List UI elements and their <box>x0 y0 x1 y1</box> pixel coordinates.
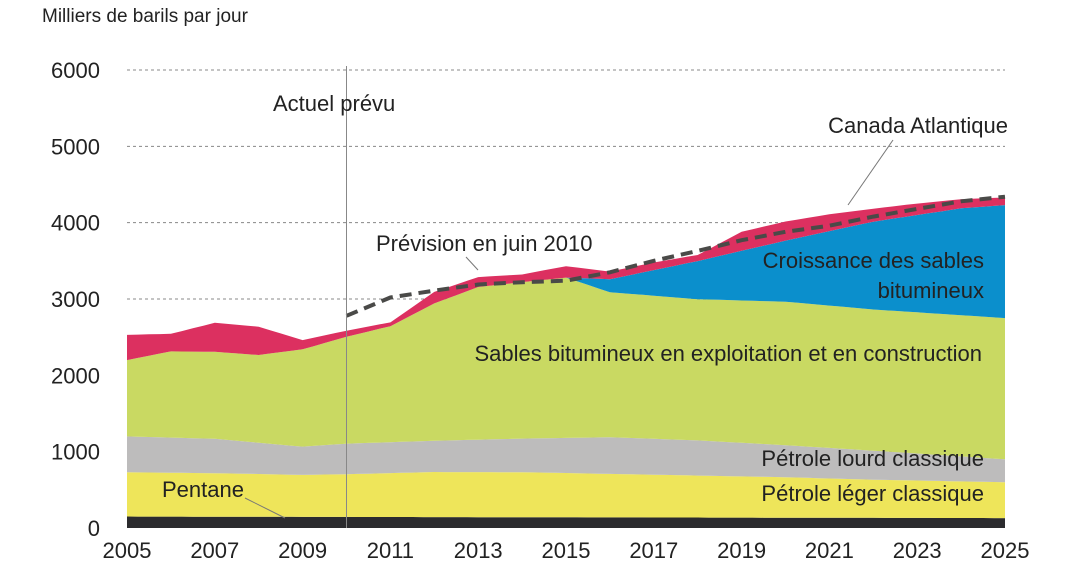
label-oil-sands-growth-2: bitumineux <box>878 278 984 303</box>
label-oil-sands-growth-1: Croissance des sables <box>763 248 984 273</box>
x-tick-2019: 2019 <box>717 538 766 563</box>
x-tick-2025: 2025 <box>981 538 1030 563</box>
label-forecast-june-2010: Prévision en juin 2010 <box>376 231 592 256</box>
label-oil-sands-operating: Sables bitumineux en exploitation et en … <box>474 341 982 366</box>
label-canada-atlantique: Canada Atlantique <box>828 113 1008 138</box>
line-layer <box>345 194 1006 318</box>
y-tick-1000: 1000 <box>51 440 100 465</box>
area-pentane <box>127 516 1005 528</box>
y-tick-0: 0 <box>88 516 100 541</box>
x-tick-2007: 2007 <box>190 538 239 563</box>
x-tick-2011: 2011 <box>367 538 414 563</box>
forecast-line <box>345 194 1006 318</box>
y-axis-label: Milliers de barils par jour <box>42 6 249 27</box>
x-tick-2009: 2009 <box>278 538 327 563</box>
y-tick-6000: 6000 <box>51 58 100 83</box>
x-tick-2013: 2013 <box>454 538 503 563</box>
label-heavy-oil: Pétrole lourd classique <box>761 446 984 471</box>
canada-atlantique-leader <box>847 139 894 206</box>
y-tick-4000: 4000 <box>51 211 100 236</box>
x-tick-2015: 2015 <box>542 538 591 563</box>
axis-layer: 0 1000 2000 3000 4000 5000 6000 2005 2007 2009 201… <box>51 58 1029 563</box>
forecast-leader <box>465 256 479 271</box>
area-canada-atlantique <box>127 197 1005 361</box>
area-croissance-des-sables-bitumineux <box>127 205 1005 361</box>
y-tick-2000: 2000 <box>51 363 100 388</box>
x-tick-2005: 2005 <box>103 538 152 563</box>
y-tick-5000: 5000 <box>51 134 100 159</box>
y-tick-3000: 3000 <box>51 287 100 312</box>
x-tick-2021: 2021 <box>805 538 854 563</box>
label-pentane: Pentane <box>162 477 244 502</box>
label-light-oil: Pétrole léger classique <box>761 481 984 506</box>
x-tick-2023: 2023 <box>893 538 942 563</box>
x-tick-2017: 2017 <box>629 538 678 563</box>
divider-label: Actuel prévu <box>273 91 395 116</box>
pentane-leader <box>244 497 286 519</box>
